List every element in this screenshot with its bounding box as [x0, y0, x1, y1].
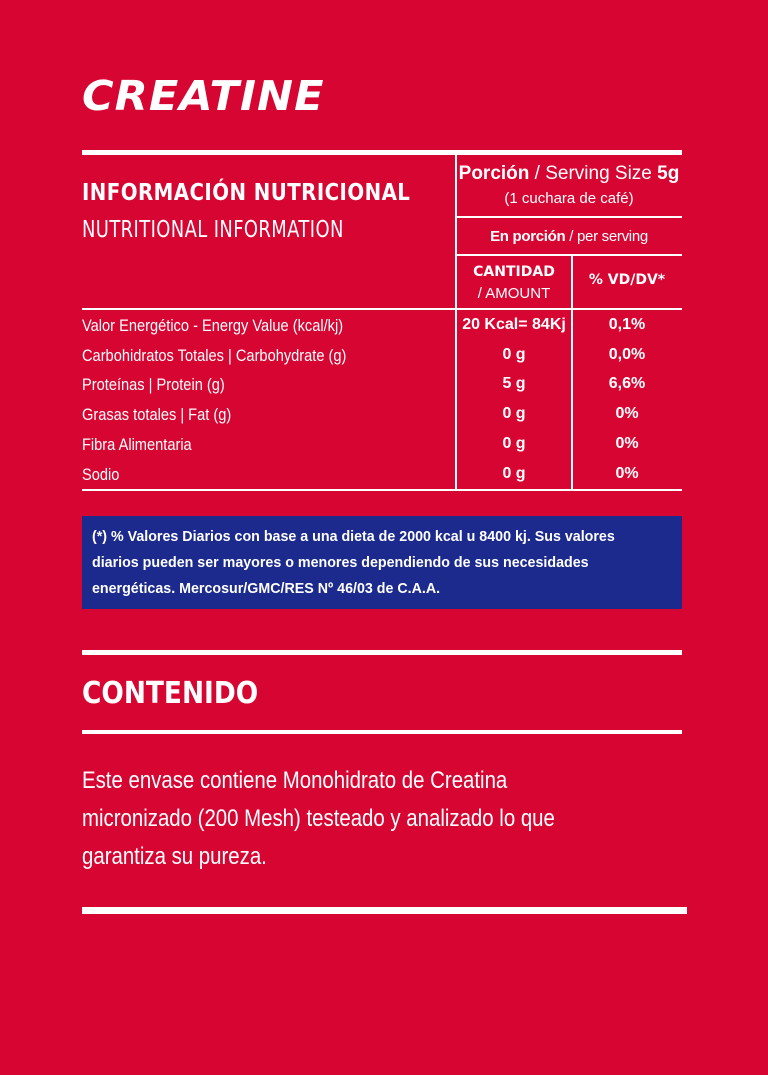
- product-title: CREATINE: [82, 72, 325, 120]
- description-line: micronizado (200 Mesh) testeado y analiz…: [82, 805, 555, 832]
- serving-divider: [455, 216, 682, 218]
- nutrient-label: Valor Energético - Energy Value (kcal/kj…: [82, 316, 344, 335]
- nutrient-label: Carbohidratos Totales | Carbohydrate (g): [82, 346, 347, 365]
- nutrient-amount: 5 g: [502, 375, 526, 392]
- footnote-line: (*) % Valores Diarios con base a una die…: [92, 528, 615, 545]
- footnote-line: energéticas. Mercosur/GMC/RES Nº 46/03 d…: [92, 580, 441, 597]
- nutrient-amount: 0 g: [502, 465, 526, 482]
- nutrient-dv: 0%: [615, 435, 639, 452]
- nutrient-dv: 0,1%: [608, 316, 646, 333]
- column-header-dv: % VD/DV*: [588, 272, 666, 288]
- nutrient-label: Proteínas | Protein (g): [82, 375, 225, 394]
- description-line: Este envase contiene Monohidrato de Crea…: [82, 767, 508, 794]
- serving-size-value: 5g: [657, 163, 680, 184]
- table-row: Grasas totales | Fat (g) 0 g 0%: [82, 401, 682, 431]
- nutrition-heading-es: INFORMACIÓN NUTRICIONAL: [82, 180, 411, 206]
- description-line: garantiza su pureza.: [82, 843, 267, 870]
- column-amount-line2: / AMOUNT: [477, 285, 551, 302]
- table-header-rule: [82, 308, 682, 310]
- per-serving-label: En porción / per serving: [457, 228, 681, 245]
- amount-dv-divider: [571, 254, 573, 491]
- nutrient-amount: 20 Kcal= 84Kj: [462, 316, 566, 333]
- daily-values-footnote: (*) % Valores Diarios con base a una die…: [82, 516, 682, 609]
- bottom-rule: [82, 907, 687, 914]
- contenido-top-rule: [82, 650, 682, 655]
- nutrition-heading-en: NUTRITIONAL INFORMATION: [82, 217, 344, 243]
- table-row: Carbohidratos Totales | Carbohydrate (g)…: [82, 342, 682, 372]
- footnote-line: diarios pueden ser mayores o menores dep…: [92, 554, 589, 571]
- contenido-description: Este envase contiene Monohidrato de Crea…: [82, 762, 722, 876]
- table-top-rule: [82, 150, 682, 155]
- per-serving-divider: [455, 254, 682, 256]
- contenido-heading: CONTENIDO: [82, 676, 259, 711]
- table-row: Fibra Alimentaria 0 g 0%: [82, 431, 682, 461]
- column-amount-line1: CANTIDAD: [473, 264, 555, 280]
- nutrient-dv: 0%: [615, 405, 639, 422]
- nutrient-amount: 0 g: [502, 405, 526, 422]
- table-divider-main: [455, 155, 457, 491]
- nutrient-amount: 0 g: [502, 435, 526, 452]
- serving-note: (1 cuchara de café): [504, 190, 634, 207]
- table-row: Valor Energético - Energy Value (kcal/kj…: [82, 312, 682, 342]
- table-bottom-rule: [82, 489, 682, 491]
- nutrient-label: Fibra Alimentaria: [82, 435, 192, 454]
- serving-label-rest: / Serving Size: [529, 163, 658, 184]
- serving-size-title: Porción / Serving Size 5g: [457, 163, 681, 185]
- column-header-amount: CANTIDAD / AMOUNT: [457, 262, 571, 304]
- contenido-heading-rule: [82, 730, 682, 734]
- table-row: Proteínas | Protein (g) 5 g 6,6%: [82, 371, 682, 401]
- per-serving-bold: En porción: [490, 228, 566, 245]
- nutrient-label: Sodio: [82, 465, 120, 484]
- table-row: Sodio 0 g 0%: [82, 461, 682, 491]
- nutrient-label: Grasas totales | Fat (g): [82, 405, 232, 424]
- nutrient-dv: 6,6%: [608, 375, 646, 392]
- serving-label-bold: Porción: [458, 163, 530, 184]
- nutrient-dv: 0,0%: [608, 346, 646, 363]
- nutrient-amount: 0 g: [502, 346, 526, 363]
- nutrient-dv: 0%: [615, 465, 639, 482]
- per-serving-rest: / per serving: [565, 228, 648, 245]
